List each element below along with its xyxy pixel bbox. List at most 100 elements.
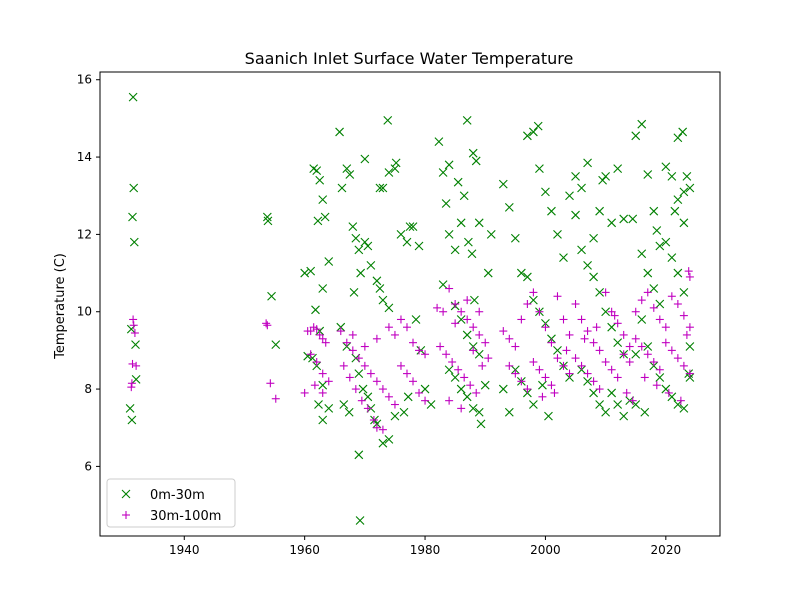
- data-point: [129, 321, 138, 330]
- data-point: [337, 183, 347, 193]
- data-point: [129, 315, 138, 324]
- x-tick-label: 2020: [651, 543, 682, 557]
- data-point: [132, 361, 141, 370]
- data-point: [577, 315, 586, 324]
- data-point: [541, 187, 550, 197]
- data-point: [441, 199, 451, 208]
- data-point: [595, 288, 605, 297]
- data-point: [613, 373, 622, 382]
- data-point: [571, 210, 580, 220]
- data-point: [553, 346, 562, 355]
- data-point: [619, 214, 629, 224]
- data-point: [420, 384, 430, 394]
- data-point: [360, 237, 370, 247]
- data-point: [589, 338, 598, 347]
- data-point: [266, 379, 275, 388]
- data-point: [324, 257, 334, 266]
- data-point: [504, 407, 514, 417]
- data-point: [366, 260, 376, 270]
- data-point: [363, 392, 373, 402]
- data-point: [378, 385, 387, 394]
- data-point: [267, 291, 276, 301]
- data-point: [643, 268, 653, 278]
- data-point: [390, 400, 399, 409]
- data-point: [547, 338, 556, 347]
- data-point: [480, 380, 490, 390]
- data-point: [553, 292, 562, 301]
- data-point: [131, 340, 140, 349]
- data-point: [453, 177, 463, 187]
- data-point: [625, 358, 634, 366]
- data-point: [310, 381, 319, 390]
- data-point: [129, 183, 139, 193]
- data-point: [372, 334, 381, 343]
- data-point: [468, 148, 478, 158]
- data-point: [522, 131, 532, 141]
- data-point: [673, 354, 682, 363]
- data-point: [655, 299, 665, 309]
- data-point: [308, 353, 317, 363]
- x-tick-label: 1980: [410, 543, 441, 557]
- data-point: [339, 361, 348, 370]
- series-deep: [127, 267, 694, 434]
- data-point: [436, 342, 445, 351]
- data-point: [613, 338, 623, 348]
- data-point: [378, 438, 388, 448]
- data-point: [451, 319, 460, 328]
- data-point: [637, 249, 647, 259]
- data-point: [631, 307, 640, 316]
- data-point: [426, 400, 436, 409]
- x-tick-label: 2000: [530, 543, 561, 557]
- data-point: [673, 195, 683, 204]
- data-point: [476, 419, 486, 429]
- data-point: [450, 245, 460, 255]
- data-point: [324, 377, 333, 386]
- data-point: [456, 384, 466, 394]
- legend: 0m-30m 30m-100m: [106, 478, 236, 528]
- data-point: [613, 400, 623, 409]
- data-point: [571, 172, 580, 181]
- legend-label: 0m-30m: [150, 488, 205, 503]
- data-point: [622, 388, 631, 397]
- data-point: [128, 212, 137, 222]
- data-point: [262, 319, 271, 328]
- data-point: [396, 230, 406, 239]
- y-tick-label: 6: [84, 459, 92, 473]
- data-point: [679, 311, 688, 320]
- data-point: [601, 307, 611, 317]
- data-point: [589, 377, 598, 386]
- data-point: [529, 127, 538, 137]
- data-point: [589, 272, 598, 282]
- data-point: [456, 315, 466, 324]
- data-point: [637, 296, 646, 305]
- data-point: [583, 327, 592, 336]
- data-point: [559, 315, 568, 324]
- data-point: [372, 423, 381, 432]
- data-point: [652, 381, 661, 390]
- data-point: [529, 295, 538, 305]
- data-point: [601, 358, 610, 366]
- data-point: [372, 377, 381, 386]
- data-point: [378, 295, 388, 305]
- data-point: [363, 404, 372, 413]
- data-point: [471, 156, 481, 166]
- data-point: [439, 307, 448, 316]
- data-point: [505, 361, 514, 370]
- data-point: [679, 218, 689, 228]
- data-point: [661, 162, 671, 172]
- data-point: [127, 415, 137, 425]
- data-point: [396, 315, 405, 324]
- data-point: [685, 369, 694, 378]
- data-point: [457, 307, 466, 316]
- data-point: [300, 388, 309, 397]
- data-point: [128, 359, 137, 368]
- data-point: [685, 323, 694, 332]
- data-point: [625, 342, 634, 351]
- data-point: [314, 400, 323, 409]
- data-point: [640, 373, 649, 382]
- data-point: [396, 361, 405, 370]
- data-point: [565, 330, 574, 339]
- data-point: [649, 206, 659, 216]
- data-point: [649, 303, 658, 312]
